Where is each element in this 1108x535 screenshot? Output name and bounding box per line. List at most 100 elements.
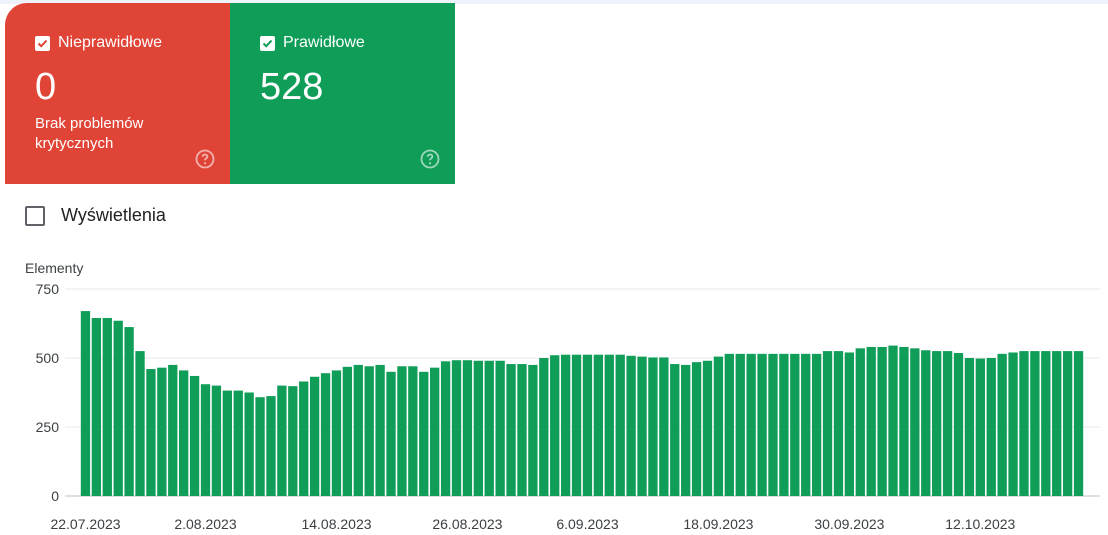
bar[interactable] [189, 375, 200, 496]
bar[interactable] [855, 348, 865, 496]
bar[interactable] [702, 360, 713, 496]
valid-checkbox-row[interactable]: Prawidłowe [260, 34, 365, 52]
bar[interactable] [910, 348, 920, 496]
bar[interactable] [593, 354, 604, 496]
bar[interactable] [888, 345, 898, 496]
bar[interactable] [735, 353, 745, 496]
bar[interactable] [1052, 351, 1062, 496]
bar[interactable] [440, 361, 451, 496]
bar[interactable] [659, 357, 669, 496]
bar[interactable] [571, 354, 582, 496]
bar[interactable] [211, 385, 222, 496]
bar[interactable] [419, 371, 429, 496]
bar[interactable] [975, 358, 985, 496]
bar[interactable] [582, 354, 593, 496]
bar[interactable] [691, 362, 702, 496]
bar[interactable] [681, 364, 691, 496]
bar[interactable] [1041, 351, 1051, 496]
bar[interactable] [822, 351, 833, 496]
bar[interactable] [113, 320, 123, 496]
bar[interactable] [375, 364, 385, 496]
bar[interactable] [277, 385, 287, 496]
bar[interactable] [637, 356, 647, 496]
bar[interactable] [179, 370, 189, 496]
bar[interactable] [397, 366, 407, 496]
bar[interactable] [309, 376, 320, 496]
bar[interactable] [506, 364, 516, 496]
bar[interactable] [451, 360, 462, 496]
bar[interactable] [844, 352, 855, 496]
bar[interactable] [386, 371, 396, 496]
bar[interactable] [833, 351, 844, 496]
bar[interactable] [932, 351, 942, 496]
bar[interactable] [790, 353, 800, 496]
bar[interactable] [320, 373, 331, 496]
bar[interactable] [168, 364, 178, 496]
bar[interactable] [1073, 351, 1084, 496]
bar[interactable] [1062, 351, 1073, 496]
help-icon[interactable] [195, 149, 215, 169]
invalid-checkbox[interactable] [35, 35, 50, 51]
bar[interactable] [768, 353, 778, 496]
bar[interactable] [124, 327, 134, 496]
bar[interactable] [615, 354, 625, 496]
bar[interactable] [408, 366, 418, 496]
bar[interactable] [528, 364, 538, 496]
bar[interactable] [364, 366, 374, 496]
bar[interactable] [255, 397, 265, 496]
bar[interactable] [899, 346, 909, 496]
bar[interactable] [473, 360, 483, 496]
bar[interactable] [233, 390, 243, 496]
help-icon[interactable] [420, 149, 440, 169]
bar[interactable] [146, 369, 156, 496]
valid-card[interactable]: Prawidłowe 528 [230, 3, 455, 184]
bar[interactable] [953, 353, 964, 496]
bar[interactable] [462, 360, 473, 496]
invalid-checkbox-row[interactable]: Nieprawidłowe [35, 34, 162, 52]
bar[interactable] [997, 353, 1007, 496]
bar[interactable] [921, 350, 931, 496]
views-checkbox[interactable] [25, 205, 45, 226]
bar[interactable] [560, 354, 571, 496]
bar[interactable] [102, 317, 112, 496]
bar[interactable] [91, 317, 102, 496]
bar[interactable] [604, 354, 614, 496]
bar[interactable] [539, 358, 549, 496]
bar[interactable] [550, 355, 560, 496]
bar[interactable] [80, 311, 91, 496]
bar[interactable] [157, 367, 167, 496]
bar[interactable] [244, 392, 254, 497]
bar[interactable] [1030, 351, 1040, 496]
valid-checkbox[interactable] [260, 35, 275, 51]
bar[interactable] [877, 346, 887, 496]
bar[interactable] [288, 386, 298, 496]
bar[interactable] [811, 353, 822, 496]
bar[interactable] [779, 353, 789, 496]
bar[interactable] [299, 381, 309, 496]
bar[interactable] [713, 356, 724, 496]
bar[interactable] [495, 360, 505, 496]
bar[interactable] [353, 364, 363, 496]
bar[interactable] [964, 358, 975, 496]
bar[interactable] [222, 390, 232, 496]
views-toggle[interactable]: Wyświetlenia [25, 205, 166, 226]
bar[interactable] [1008, 352, 1018, 496]
bar[interactable] [942, 351, 953, 496]
bar[interactable] [1019, 351, 1029, 496]
bar[interactable] [801, 353, 811, 496]
bar[interactable] [626, 355, 636, 496]
bar[interactable] [200, 384, 211, 496]
bar[interactable] [484, 360, 494, 496]
invalid-card[interactable]: Nieprawidłowe 0 Brak problemów krytyczny… [5, 3, 230, 184]
bar[interactable] [670, 364, 680, 496]
bar[interactable] [746, 353, 756, 496]
bar[interactable] [342, 366, 353, 496]
bar[interactable] [266, 396, 276, 496]
bar[interactable] [724, 353, 734, 496]
bar[interactable] [331, 370, 342, 496]
bar[interactable] [866, 346, 876, 496]
bar[interactable] [648, 357, 658, 496]
bar[interactable] [986, 358, 996, 496]
bar[interactable] [135, 351, 145, 496]
bar[interactable] [517, 364, 527, 496]
